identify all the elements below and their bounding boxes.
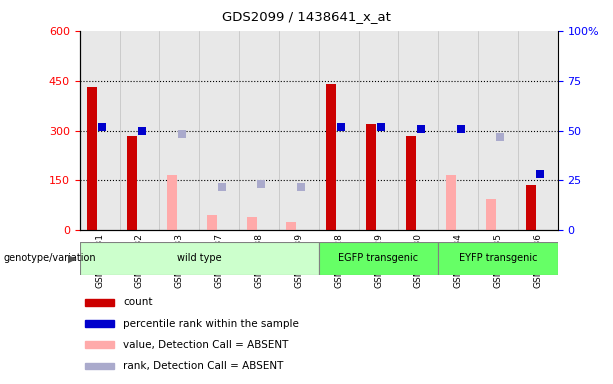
Bar (85, 362, 113, 369)
Text: count: count (123, 297, 153, 308)
Bar (286, 222, 297, 230)
Bar (167, 175, 177, 230)
Bar (326, 84, 337, 230)
Text: GDS2099 / 1438641_x_at: GDS2099 / 1438641_x_at (222, 10, 391, 23)
Bar (366, 124, 376, 230)
Bar (127, 136, 137, 230)
Text: percentile rank within the sample: percentile rank within the sample (123, 318, 299, 329)
Bar (406, 136, 416, 230)
Bar (207, 215, 217, 230)
Bar (246, 217, 257, 230)
Bar (525, 185, 536, 230)
Text: EGFP transgenic: EGFP transgenic (338, 253, 419, 263)
Bar (80, 242, 319, 275)
Bar (87, 87, 97, 230)
Text: wild type: wild type (177, 253, 221, 263)
Text: genotype/variation: genotype/variation (3, 253, 96, 263)
Text: value, Detection Call = ABSENT: value, Detection Call = ABSENT (123, 339, 288, 350)
Bar (485, 199, 496, 230)
Bar (85, 341, 113, 348)
Bar (319, 242, 438, 275)
Bar (85, 299, 113, 306)
Bar (446, 175, 456, 230)
Text: ▶: ▶ (68, 253, 77, 263)
Text: rank, Detection Call = ABSENT: rank, Detection Call = ABSENT (123, 361, 283, 371)
Text: EYFP transgenic: EYFP transgenic (459, 253, 538, 263)
Bar (85, 320, 113, 327)
Bar (438, 242, 558, 275)
